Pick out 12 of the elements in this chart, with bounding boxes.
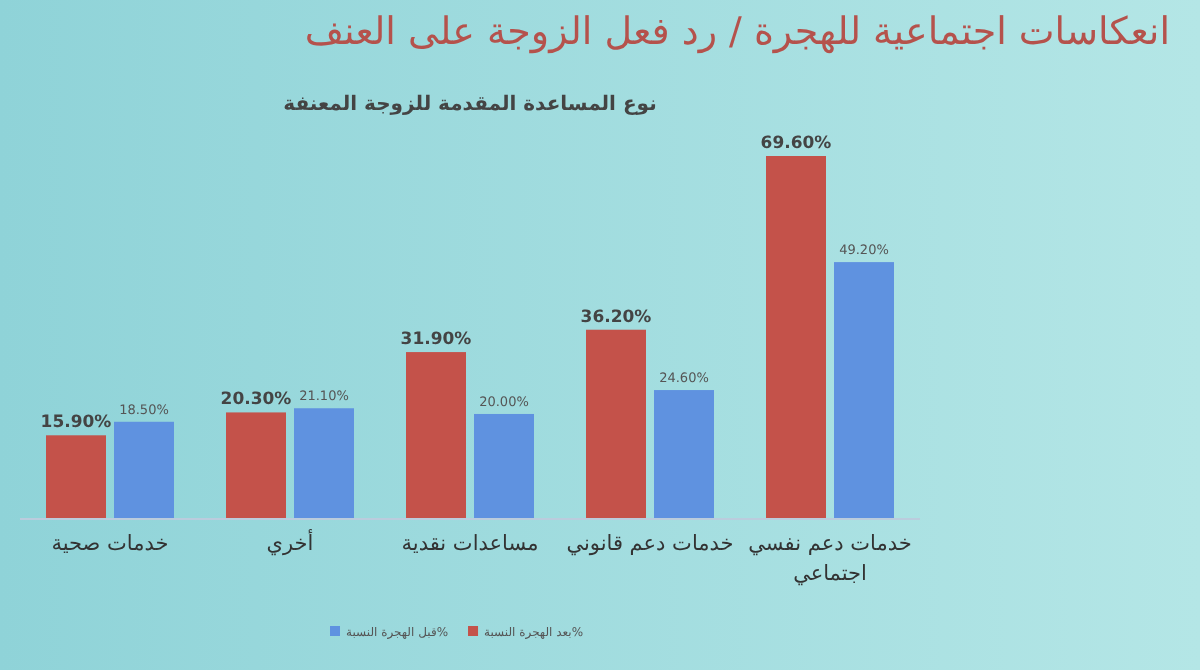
x-tick-label: خدمات دعم قانوني xyxy=(566,532,734,556)
data-label: 15.90% xyxy=(40,413,113,434)
data-label: 36.20% xyxy=(580,307,653,328)
x-tick-label: أخري xyxy=(266,528,314,556)
x-tick-label: مساعدات نقدية xyxy=(401,532,539,556)
data-label: 31.90% xyxy=(400,330,473,351)
chart-subtitle: نوع المساعدة المقدمة للزوجة المعنفة xyxy=(283,94,657,116)
chart-title: انعكاسات اجتماعية للهجرة / رد فعل الزوجة على العنف xyxy=(304,10,1170,54)
x-tick-label: خدمات دعم نفسي اجتماعي xyxy=(748,532,912,586)
x-tick-label: خدمات صحية xyxy=(51,532,169,556)
data-label: 20.30% xyxy=(220,390,293,411)
data-label: 69.60% xyxy=(760,134,833,154)
